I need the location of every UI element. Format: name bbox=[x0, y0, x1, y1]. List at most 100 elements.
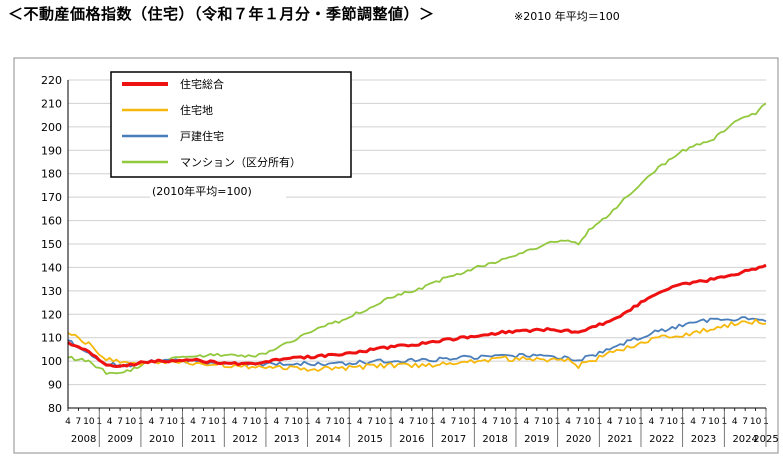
x-tick-label: 10 bbox=[667, 417, 679, 427]
x-year-label: 2018 bbox=[482, 434, 507, 445]
x-tick-label: 7 bbox=[76, 417, 82, 427]
y-tick-label: 130 bbox=[41, 285, 62, 298]
x-tick-label: 4 bbox=[607, 417, 613, 427]
x-tick-label: 4 bbox=[565, 417, 571, 427]
x-tick-label: 10 bbox=[250, 417, 262, 427]
x-tick-label: 7 bbox=[409, 417, 415, 427]
x-year-label: 2011 bbox=[191, 434, 216, 445]
y-tick-label: 150 bbox=[41, 238, 62, 251]
y-tick-label: 180 bbox=[41, 168, 62, 181]
x-year-label: 2009 bbox=[107, 434, 132, 445]
page-title: ＜不動産価格指数（住宅）（令和７年１月分・季節調整値）＞ bbox=[8, 5, 435, 23]
x-tick-label: 10 bbox=[500, 417, 512, 427]
y-tick-label: 220 bbox=[41, 74, 62, 87]
y-axis: 80 90 100 110 120 130 140 150 160 170 180 190 200 210… bbox=[41, 74, 62, 415]
y-tick-label: 160 bbox=[41, 215, 62, 228]
legend-label: 住宅総合 bbox=[180, 77, 224, 91]
x-tick-label: 10 bbox=[166, 417, 178, 427]
x-year-label: 2014 bbox=[316, 434, 341, 445]
x-tick-label: 4 bbox=[524, 417, 530, 427]
x-year-label: 2019 bbox=[524, 434, 549, 445]
legend-label: 住宅地 bbox=[180, 103, 213, 117]
x-tick-label: 10 bbox=[541, 417, 553, 427]
x-tick-label: 10 bbox=[583, 417, 595, 427]
x-tick-label: 4 bbox=[357, 417, 363, 427]
inset-note-box bbox=[150, 181, 286, 199]
x-tick-label: 7 bbox=[326, 417, 332, 427]
x-tick-label: 4 bbox=[315, 417, 321, 427]
x-tick-label: 7 bbox=[534, 417, 540, 427]
x-tick-label: 7 bbox=[201, 417, 207, 427]
legend-label: 戸建住宅 bbox=[180, 129, 224, 143]
x-tick-label: 10 bbox=[333, 417, 345, 427]
y-tick-label: 80 bbox=[48, 402, 62, 415]
x-year-label: 2012 bbox=[232, 434, 257, 445]
y-tick-label: 140 bbox=[41, 261, 62, 274]
x-year-label: 2022 bbox=[649, 434, 674, 445]
x-tick-label: 7 bbox=[492, 417, 498, 427]
y-tick-label: 190 bbox=[41, 144, 62, 157]
x-year-label: 2021 bbox=[607, 434, 632, 445]
x-tick-label: 4 bbox=[732, 417, 738, 427]
x-tick-label: 4 bbox=[107, 417, 113, 427]
x-axis: 4710147101471014710147101471014710147101… bbox=[65, 408, 779, 447]
x-tick-label: 7 bbox=[284, 417, 290, 427]
y-tick-label: 120 bbox=[41, 308, 62, 321]
x-tick-label: 10 bbox=[416, 417, 428, 427]
x-tick-label: 10 bbox=[458, 417, 470, 427]
x-year-label: 2015 bbox=[357, 434, 382, 445]
x-tick-label: 7 bbox=[159, 417, 165, 427]
x-tick-label: 7 bbox=[742, 417, 748, 427]
legend-box bbox=[110, 71, 352, 178]
chart-grid bbox=[68, 79, 766, 386]
x-year-label: 2023 bbox=[691, 434, 716, 445]
series-lines bbox=[67, 102, 767, 375]
y-tick-label: 110 bbox=[41, 332, 62, 345]
series-line bbox=[67, 102, 767, 375]
x-tick-label: 4 bbox=[232, 417, 238, 427]
x-tick-label: 4 bbox=[65, 417, 71, 427]
x-year-label: 2016 bbox=[399, 434, 424, 445]
x-tick-label: 10 bbox=[208, 417, 220, 427]
x-tick-label: 4 bbox=[690, 417, 696, 427]
x-year-label: 2017 bbox=[441, 434, 466, 445]
x-year-label: 2010 bbox=[149, 434, 174, 445]
x-tick-label: 4 bbox=[440, 417, 446, 427]
legend-label: マンション（区分所有） bbox=[180, 155, 301, 169]
x-tick-label: 10 bbox=[750, 417, 762, 427]
y-tick-label: 100 bbox=[41, 355, 62, 368]
y-tick-label: 170 bbox=[41, 191, 62, 204]
x-tick-label: 7 bbox=[451, 417, 457, 427]
x-tick-label: 4 bbox=[190, 417, 196, 427]
x-tick-label: 10 bbox=[708, 417, 720, 427]
x-tick-label: 7 bbox=[701, 417, 707, 427]
x-tick-label: 7 bbox=[242, 417, 248, 427]
x-year-label: 2008 bbox=[71, 434, 96, 445]
x-tick-label: 4 bbox=[273, 417, 279, 427]
x-tick-label: 4 bbox=[482, 417, 488, 427]
x-tick-label: 4 bbox=[148, 417, 154, 427]
x-tick-label: 10 bbox=[125, 417, 137, 427]
x-tick-label: 10 bbox=[375, 417, 387, 427]
x-tick-label: 7 bbox=[117, 417, 123, 427]
series-line bbox=[67, 263, 767, 368]
y-tick-label: 210 bbox=[41, 97, 62, 110]
x-year-label: 2013 bbox=[274, 434, 299, 445]
y-tick-label: 200 bbox=[41, 121, 62, 134]
x-year-label: 2024 bbox=[732, 434, 757, 445]
x-tick-label: 10 bbox=[291, 417, 303, 427]
x-tick-label: 7 bbox=[367, 417, 373, 427]
x-year-label: 2020 bbox=[566, 434, 591, 445]
inset-note: (2010年平均=100) bbox=[152, 184, 252, 198]
x-tick-label: 10 bbox=[83, 417, 95, 427]
x-tick-label: 4 bbox=[649, 417, 655, 427]
x-tick-label: 4 bbox=[399, 417, 405, 427]
x-tick-label: 7 bbox=[576, 417, 582, 427]
y-tick-label: 90 bbox=[48, 379, 62, 392]
base-year-note: ※2010 年平均＝100 bbox=[514, 10, 620, 23]
x-tick-label: 10 bbox=[625, 417, 637, 427]
x-tick-label: 7 bbox=[617, 417, 623, 427]
x-tick-label: 7 bbox=[659, 417, 665, 427]
